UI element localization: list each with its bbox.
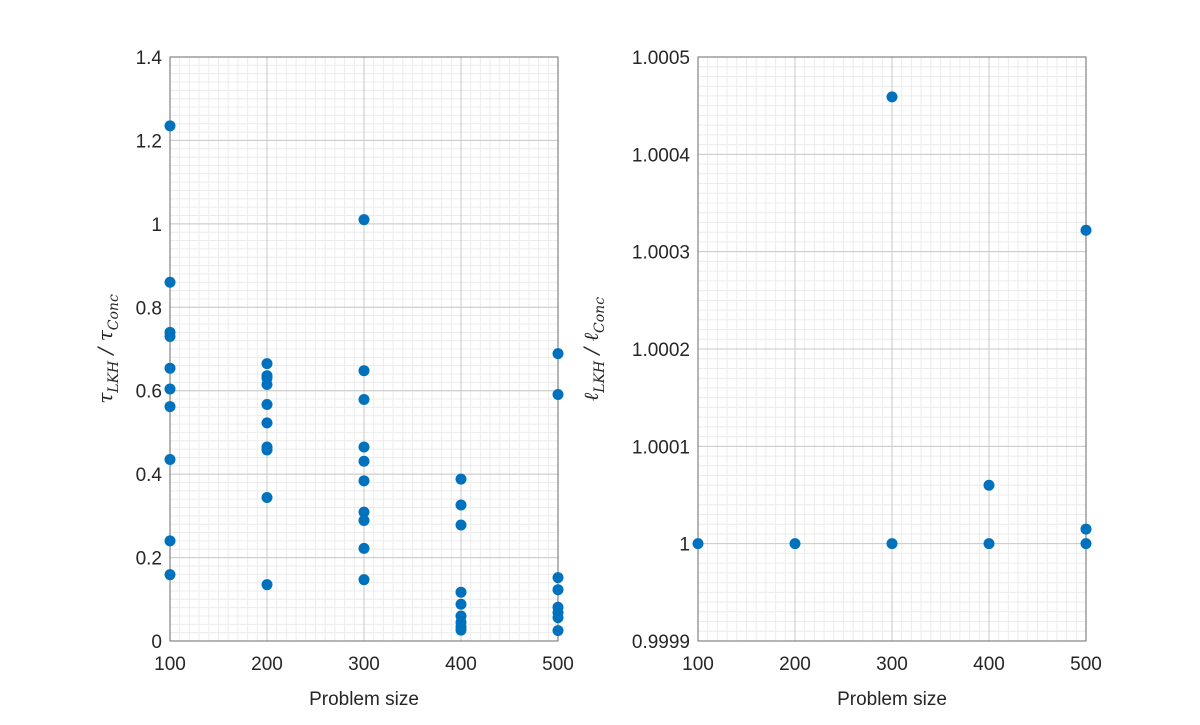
y-axis-label-part: Conc <box>592 297 608 333</box>
y-tick-label: 1.4 <box>136 48 163 69</box>
axes-box <box>697 56 1087 642</box>
data-point <box>164 401 176 413</box>
data-point <box>358 365 370 377</box>
y-tick-label: 1.0005 <box>632 48 690 69</box>
data-point <box>261 358 273 370</box>
data-point <box>261 378 273 390</box>
x-tick-label: 200 <box>779 654 811 675</box>
data-point <box>358 574 370 586</box>
data-point <box>1080 523 1092 535</box>
data-point <box>552 625 564 637</box>
data-point <box>164 362 176 374</box>
data-point <box>789 538 801 550</box>
y-axis-label: τLKH / τConc <box>93 294 122 404</box>
data-point <box>261 398 273 410</box>
data-point <box>358 506 370 518</box>
y-axis-label-part: ℓ <box>579 392 603 401</box>
x-axis-label: Problem size <box>837 689 947 710</box>
y-axis-label-part: ℓ <box>579 332 603 341</box>
data-point <box>164 383 176 395</box>
data-point <box>552 612 564 624</box>
data-point <box>358 441 370 453</box>
y-axis-label-part: LKH <box>106 360 122 394</box>
y-axis-label-part: τ <box>93 329 117 341</box>
y-axis-label-part: / <box>93 341 117 360</box>
data-point <box>886 538 898 550</box>
y-tick-label: 1.2 <box>136 131 162 152</box>
data-point <box>552 388 564 400</box>
x-tick-label: 500 <box>542 654 574 675</box>
data-point <box>983 479 995 491</box>
data-point <box>358 514 370 526</box>
y-axis-label-part: / <box>579 341 603 360</box>
y-tick-label: 1 <box>151 215 162 236</box>
data-point <box>886 91 898 103</box>
y-tick-label: 0.9999 <box>632 632 690 653</box>
y-tick-label: 0.4 <box>136 465 163 486</box>
x-tick-label: 400 <box>973 654 1005 675</box>
data-point <box>164 330 176 342</box>
y-tick-label: 1.0004 <box>632 145 691 166</box>
axes-2: 100 200 300 400 500 0.9999 1 1.0001 1.0002 1.0003… <box>579 48 1102 710</box>
y-axis-label: ℓLKH / ℓConc <box>579 297 608 401</box>
axes-1: 100 200 300 400 500 0 0.2 0.4 0.6 0.8 1 1.2 1.4 Probl… <box>93 48 574 710</box>
y-tick-label: 1 <box>679 535 690 556</box>
data-point <box>261 417 273 429</box>
data-point <box>552 348 564 360</box>
data-point <box>358 542 370 554</box>
data-point <box>164 276 176 288</box>
y-tick-label: 1.0003 <box>632 243 690 264</box>
data-point <box>455 519 467 531</box>
data-point <box>983 538 995 550</box>
data-point <box>1080 538 1092 550</box>
x-tick-label: 300 <box>348 654 380 675</box>
data-point <box>164 535 176 547</box>
data-point <box>692 538 704 550</box>
data-point <box>552 572 564 584</box>
data-point <box>455 598 467 610</box>
data-point <box>455 624 467 636</box>
y-axis-label-part: LKH <box>592 360 608 394</box>
data-point <box>358 393 370 405</box>
data-point <box>358 475 370 487</box>
data-point <box>358 455 370 467</box>
x-tick-label: 300 <box>876 654 908 675</box>
data-point <box>261 444 273 456</box>
y-tick-label: 0.2 <box>136 549 162 570</box>
x-tick-label: 500 <box>1070 654 1102 675</box>
x-tick-label: 200 <box>251 654 283 675</box>
data-point <box>164 454 176 466</box>
data-point <box>261 579 273 591</box>
data-point <box>1080 224 1092 236</box>
x-tick-label: 400 <box>445 654 477 675</box>
data-point <box>455 499 467 511</box>
data-point <box>164 120 176 132</box>
data-point <box>455 473 467 485</box>
y-tick-label: 0.6 <box>136 382 162 403</box>
x-axis-label: Problem size <box>309 689 419 710</box>
y-axis-label-part: Conc <box>106 294 122 330</box>
data-point <box>261 492 273 504</box>
data-point <box>455 586 467 598</box>
y-axis-label-part: τ <box>93 392 117 404</box>
y-tick-label: 1.0002 <box>632 340 690 361</box>
data-point <box>552 584 564 596</box>
y-tick-label: 1.0001 <box>632 437 690 458</box>
y-tick-label: 0 <box>151 632 162 653</box>
x-tick-label: 100 <box>682 654 714 675</box>
data-point <box>164 569 176 581</box>
x-tick-label: 100 <box>154 654 186 675</box>
y-tick-label: 0.8 <box>136 298 162 319</box>
data-point <box>358 214 370 226</box>
